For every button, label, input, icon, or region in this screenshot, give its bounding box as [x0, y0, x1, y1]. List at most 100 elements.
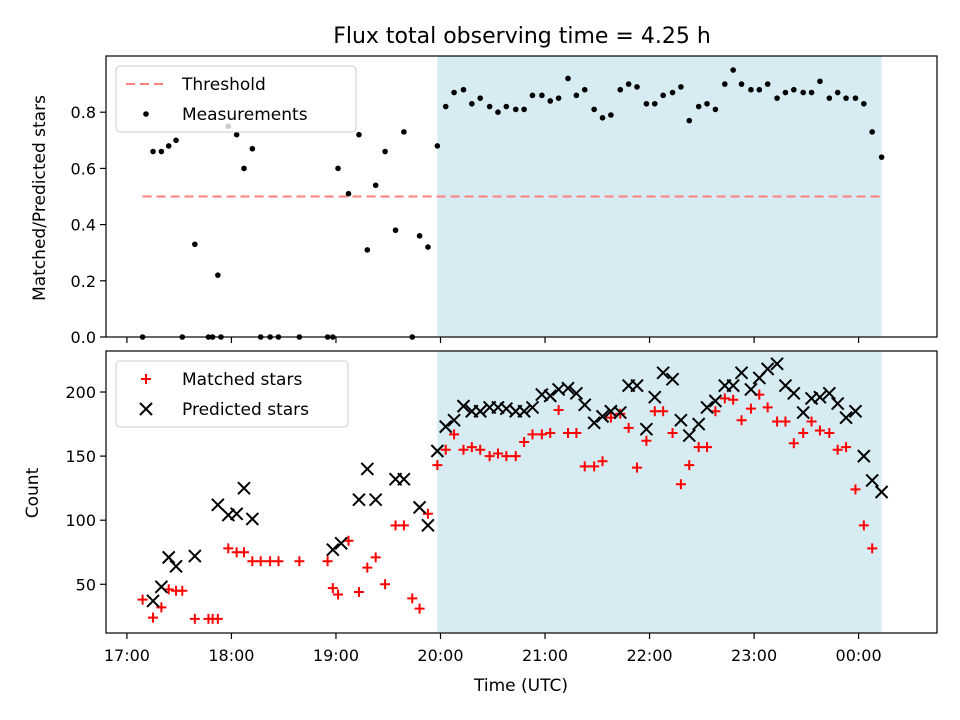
measurement-point: [712, 106, 719, 113]
matched-point: [658, 406, 669, 417]
measurement-point: [748, 86, 754, 93]
measurement-point: [356, 131, 362, 138]
bottom-shaded-span: [437, 351, 882, 633]
predicted-point: [447, 413, 461, 427]
predicted-point: [146, 594, 160, 608]
predicted-point: [578, 398, 592, 412]
measurement-point: [495, 109, 501, 115]
measurement-point: [539, 92, 545, 99]
measurement-point: [756, 86, 763, 93]
predicted-point: [760, 362, 775, 376]
top-axes-frame: [105, 55, 938, 338]
predicted-point: [430, 444, 445, 458]
legend-label: Predicted stars: [182, 400, 309, 420]
predicted-point: [245, 512, 260, 526]
measurement-point: [372, 182, 379, 189]
predicted-point: [865, 473, 879, 488]
matched-point: [343, 535, 354, 546]
predicted-point: [734, 366, 749, 380]
predicted-point: [517, 404, 531, 418]
bottom-y-tick-label: 50: [76, 575, 96, 594]
measurement-point: [738, 81, 745, 87]
measurement-point: [364, 247, 371, 253]
predicted-point: [162, 550, 176, 565]
bottom-y-axis-label: Count: [23, 467, 43, 518]
x-tick-label: 19:00: [313, 646, 359, 665]
x-tick-label: 18:00: [208, 646, 254, 665]
legend-measurement-swatch: [143, 111, 149, 117]
matched-point: [370, 552, 381, 563]
matched-point: [571, 428, 582, 439]
top-y-tick-label: 0.6: [71, 159, 96, 178]
predicted-point: [569, 386, 584, 401]
predicted-point: [525, 400, 540, 415]
predicted-point: [613, 405, 627, 420]
matched-point: [466, 442, 477, 453]
measurement-point: [150, 148, 156, 155]
measurement-point: [249, 145, 256, 152]
matched-point: [189, 613, 200, 624]
bottom-y-tick-label: 100: [65, 511, 96, 530]
measurement-point: [869, 129, 875, 135]
measurement-point: [790, 86, 797, 93]
measurement-point: [800, 89, 807, 96]
predicted-point: [561, 381, 575, 395]
matched-point: [148, 612, 159, 623]
measurement-point: [241, 165, 247, 172]
measurement-point: [486, 103, 493, 110]
top-y-tick-label: 0.2: [71, 272, 96, 291]
measurement-point: [335, 165, 341, 172]
measurement-point: [591, 106, 597, 113]
predicted-point: [368, 492, 383, 507]
x-tick-label: 23:00: [731, 646, 777, 665]
predicted-point: [154, 580, 169, 594]
matched-point: [702, 442, 713, 453]
measurement-point: [581, 86, 588, 93]
measurement-point: [555, 95, 562, 101]
matched-point: [177, 585, 188, 596]
measurement-point: [392, 227, 399, 234]
matched-point: [475, 444, 486, 455]
predicted-point: [726, 378, 740, 393]
predicted-point: [587, 416, 601, 430]
matched-point: [212, 613, 223, 624]
matched-point: [649, 406, 660, 417]
matched-point: [501, 451, 512, 462]
predicted-point: [360, 462, 375, 476]
measurement-point: [425, 244, 431, 250]
matched-point: [322, 556, 333, 567]
matched-point: [458, 444, 469, 455]
matched-point: [510, 451, 521, 462]
matched-point: [728, 394, 739, 405]
predicted-point: [352, 492, 366, 507]
predicted-point: [787, 386, 801, 401]
predicted-point: [839, 410, 853, 425]
predicted-point: [848, 404, 863, 418]
x-tick-label: 22:00: [626, 646, 672, 665]
matched-point: [684, 460, 695, 471]
measurement-point: [722, 81, 728, 87]
chart-title: Flux total observing time = 4.25 h: [333, 24, 711, 49]
predicted-point: [397, 472, 411, 486]
measurement-point: [704, 100, 710, 107]
top-y-axis-label: Matched/Predicted stars: [30, 95, 50, 301]
predicted-point: [830, 396, 845, 411]
measurement-point: [634, 84, 640, 90]
legend-label: Measurements: [182, 105, 308, 125]
measurement-point: [382, 148, 388, 155]
measurement-point: [686, 117, 693, 124]
matched-point: [265, 556, 276, 567]
predicted-point: [229, 507, 244, 521]
measurement-point: [503, 103, 510, 110]
predicted-point: [691, 417, 706, 431]
top-y-tick-label: 0.8: [71, 103, 96, 122]
matched-point: [492, 448, 503, 459]
measurement-point: [512, 106, 519, 113]
measurement-point: [774, 95, 780, 101]
matched-point: [414, 603, 425, 614]
predicted-point: [334, 536, 348, 550]
x-tick-label: 17:00: [104, 646, 150, 665]
predicted-point: [326, 542, 340, 557]
predicted-point: [665, 372, 680, 386]
